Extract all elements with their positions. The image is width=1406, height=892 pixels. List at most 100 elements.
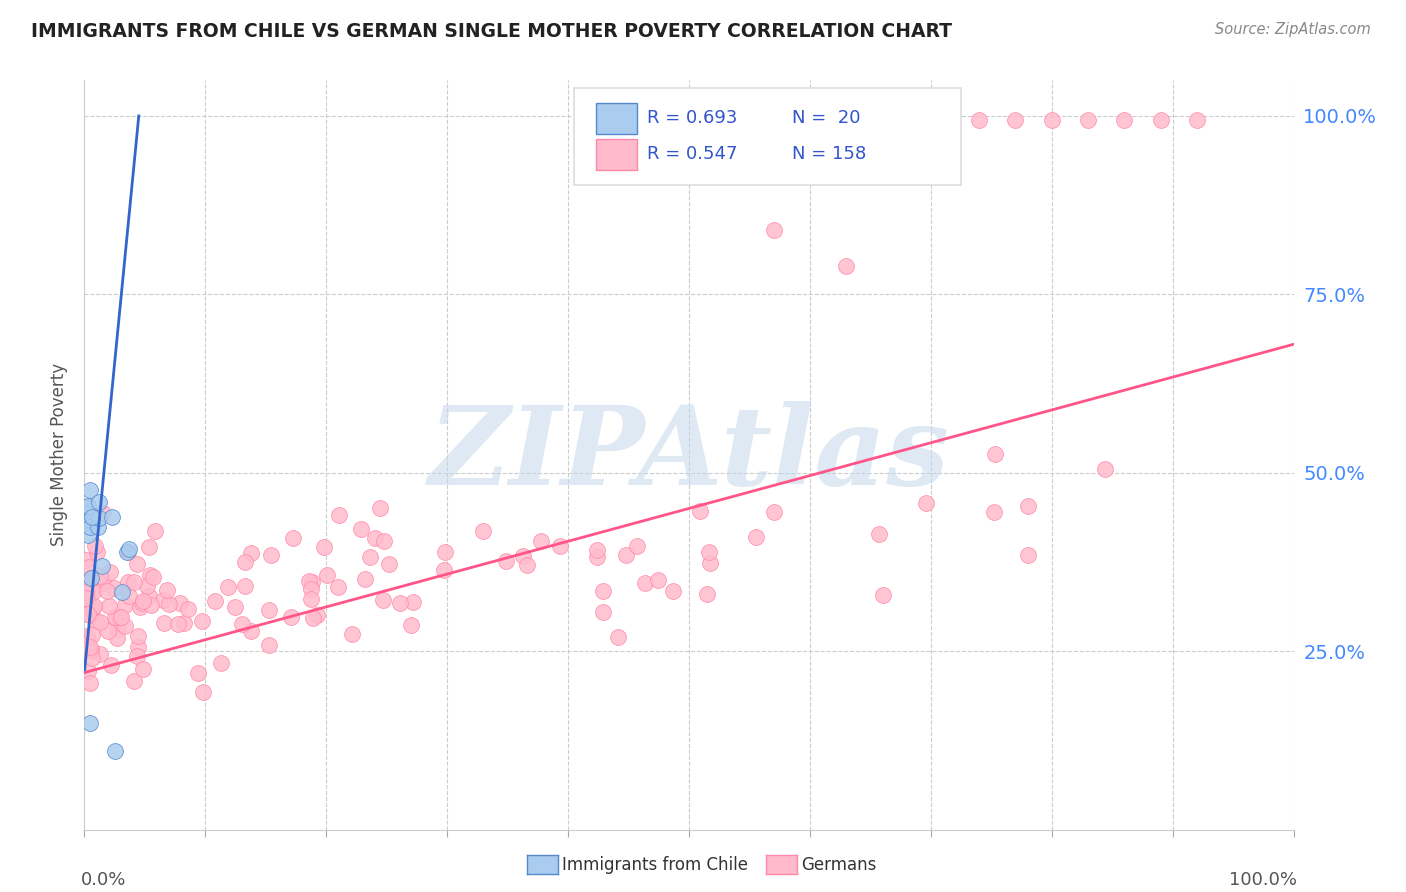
Point — [80, 570, 103, 584]
FancyBboxPatch shape — [574, 87, 962, 186]
Point — [117, 575, 139, 590]
Point — [193, 685, 215, 699]
Point — [79, 559, 101, 574]
Point — [79, 607, 101, 622]
Text: ZIPAtlas: ZIPAtlas — [429, 401, 949, 508]
Point — [75, 552, 97, 566]
Point — [97, 599, 120, 613]
Point — [1114, 112, 1136, 127]
Point — [835, 259, 858, 273]
Point — [173, 616, 195, 631]
Point — [167, 616, 190, 631]
Text: IMMIGRANTS FROM CHILE VS GERMAN SINGLE MOTHER POVERTY CORRELATION CHART: IMMIGRANTS FROM CHILE VS GERMAN SINGLE M… — [31, 22, 952, 41]
Point — [859, 112, 882, 127]
Point — [79, 483, 101, 497]
Point — [530, 533, 553, 548]
Text: R = 0.547: R = 0.547 — [647, 145, 737, 163]
Point — [634, 576, 657, 591]
Point — [79, 715, 101, 730]
Point — [1040, 112, 1063, 127]
Point — [1077, 112, 1099, 127]
Point — [124, 574, 146, 589]
Point — [142, 570, 165, 584]
Point — [110, 610, 132, 624]
Point — [139, 598, 162, 612]
Point — [1017, 499, 1039, 513]
Point — [97, 624, 120, 638]
FancyBboxPatch shape — [596, 103, 637, 134]
Point — [257, 638, 280, 652]
Point — [89, 615, 111, 630]
Point — [983, 447, 1005, 461]
Point — [80, 627, 103, 641]
Point — [89, 510, 111, 524]
Point — [967, 112, 990, 127]
Point — [82, 581, 104, 595]
Point — [745, 530, 768, 544]
Point — [138, 540, 160, 554]
Point — [762, 223, 785, 237]
Point — [89, 495, 111, 509]
Point — [1017, 548, 1039, 562]
Point — [114, 598, 136, 612]
Point — [512, 549, 534, 564]
Point — [127, 640, 149, 654]
Point — [75, 580, 97, 594]
Point — [83, 539, 105, 553]
Point — [471, 524, 494, 539]
Point — [224, 600, 246, 615]
Point — [696, 587, 718, 601]
Point — [614, 548, 637, 562]
Point — [91, 576, 114, 591]
Point — [127, 629, 149, 643]
Point — [378, 557, 401, 571]
Point — [79, 640, 101, 655]
Point — [75, 500, 97, 514]
Point — [326, 580, 349, 594]
Point — [204, 594, 226, 608]
Y-axis label: Single Mother Poverty: Single Mother Poverty — [51, 363, 69, 547]
Point — [132, 662, 155, 676]
Point — [136, 579, 159, 593]
Point — [697, 545, 720, 559]
Point — [586, 542, 609, 557]
Point — [91, 506, 114, 520]
Point — [1149, 112, 1171, 127]
Point — [914, 496, 936, 510]
Point — [75, 585, 97, 599]
Point — [231, 616, 253, 631]
Point — [626, 539, 648, 553]
Point — [125, 557, 148, 571]
Point — [118, 589, 141, 603]
Point — [75, 599, 97, 614]
Point — [1185, 112, 1208, 127]
Point — [191, 614, 214, 628]
Point — [138, 589, 160, 603]
Point — [138, 567, 160, 582]
Point — [76, 629, 98, 643]
Point — [260, 548, 283, 562]
Point — [80, 643, 103, 657]
Point — [157, 597, 180, 611]
Point — [82, 601, 104, 615]
Point — [257, 602, 280, 616]
Point — [763, 505, 786, 519]
Point — [305, 607, 328, 622]
Point — [592, 584, 614, 599]
Point — [79, 520, 101, 534]
Point — [118, 541, 141, 556]
Point — [401, 595, 423, 609]
Point — [77, 500, 100, 514]
Point — [359, 549, 381, 564]
Point — [143, 524, 166, 539]
Point — [516, 558, 538, 572]
Point — [689, 504, 711, 518]
Point — [280, 610, 302, 624]
Point — [87, 519, 110, 533]
Point — [132, 594, 155, 608]
Point — [75, 638, 97, 652]
Point — [75, 600, 97, 615]
Point — [283, 531, 305, 545]
Point — [111, 585, 134, 599]
Point — [217, 580, 239, 594]
